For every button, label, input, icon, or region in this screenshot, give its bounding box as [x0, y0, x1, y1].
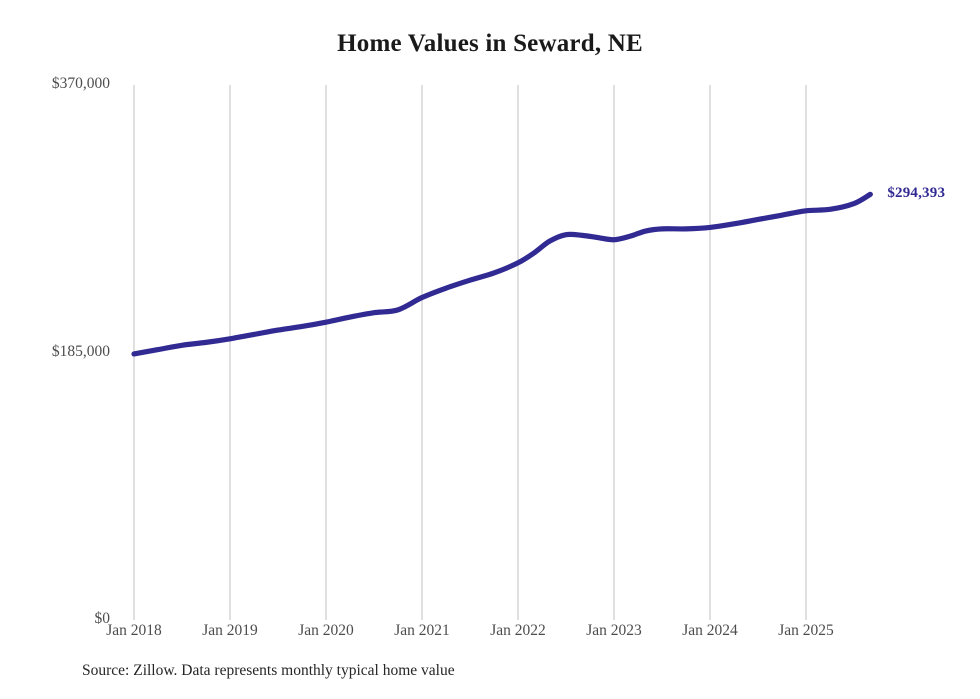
gridlines-group — [133, 85, 807, 620]
x-axis-tick-label-jan-2019: Jan 2019 — [202, 622, 258, 639]
x-axis-tick-label-jan-2023: Jan 2023 — [586, 622, 642, 639]
chart-title: Home Values in Seward, NE — [337, 30, 643, 57]
y-axis-tick-label: $370,000 — [51, 75, 110, 92]
x-axis-tick-label-jan-2025: Jan 2025 — [778, 622, 834, 639]
x-axis-tick-label-jan-2024: Jan 2024 — [682, 622, 738, 639]
y-axis-tick-label: $0 — [94, 610, 111, 627]
data-line-typical-home-value — [131, 191, 873, 357]
source-note: Source: Zillow. Data represents monthly … — [82, 662, 455, 679]
x-axis-tick-label-jan-2022: Jan 2022 — [490, 622, 546, 639]
y-axis-tick-label: $185,000 — [51, 342, 110, 360]
x-axis-tick-label-jan-2021: Jan 2021 — [394, 622, 450, 639]
x-axis-tick-label-jan-2018: Jan 2018 — [106, 622, 162, 639]
end-value-annotation: $294,393 — [887, 185, 946, 202]
x-axis-tick-label-jan-2020: Jan 2020 — [298, 622, 354, 639]
